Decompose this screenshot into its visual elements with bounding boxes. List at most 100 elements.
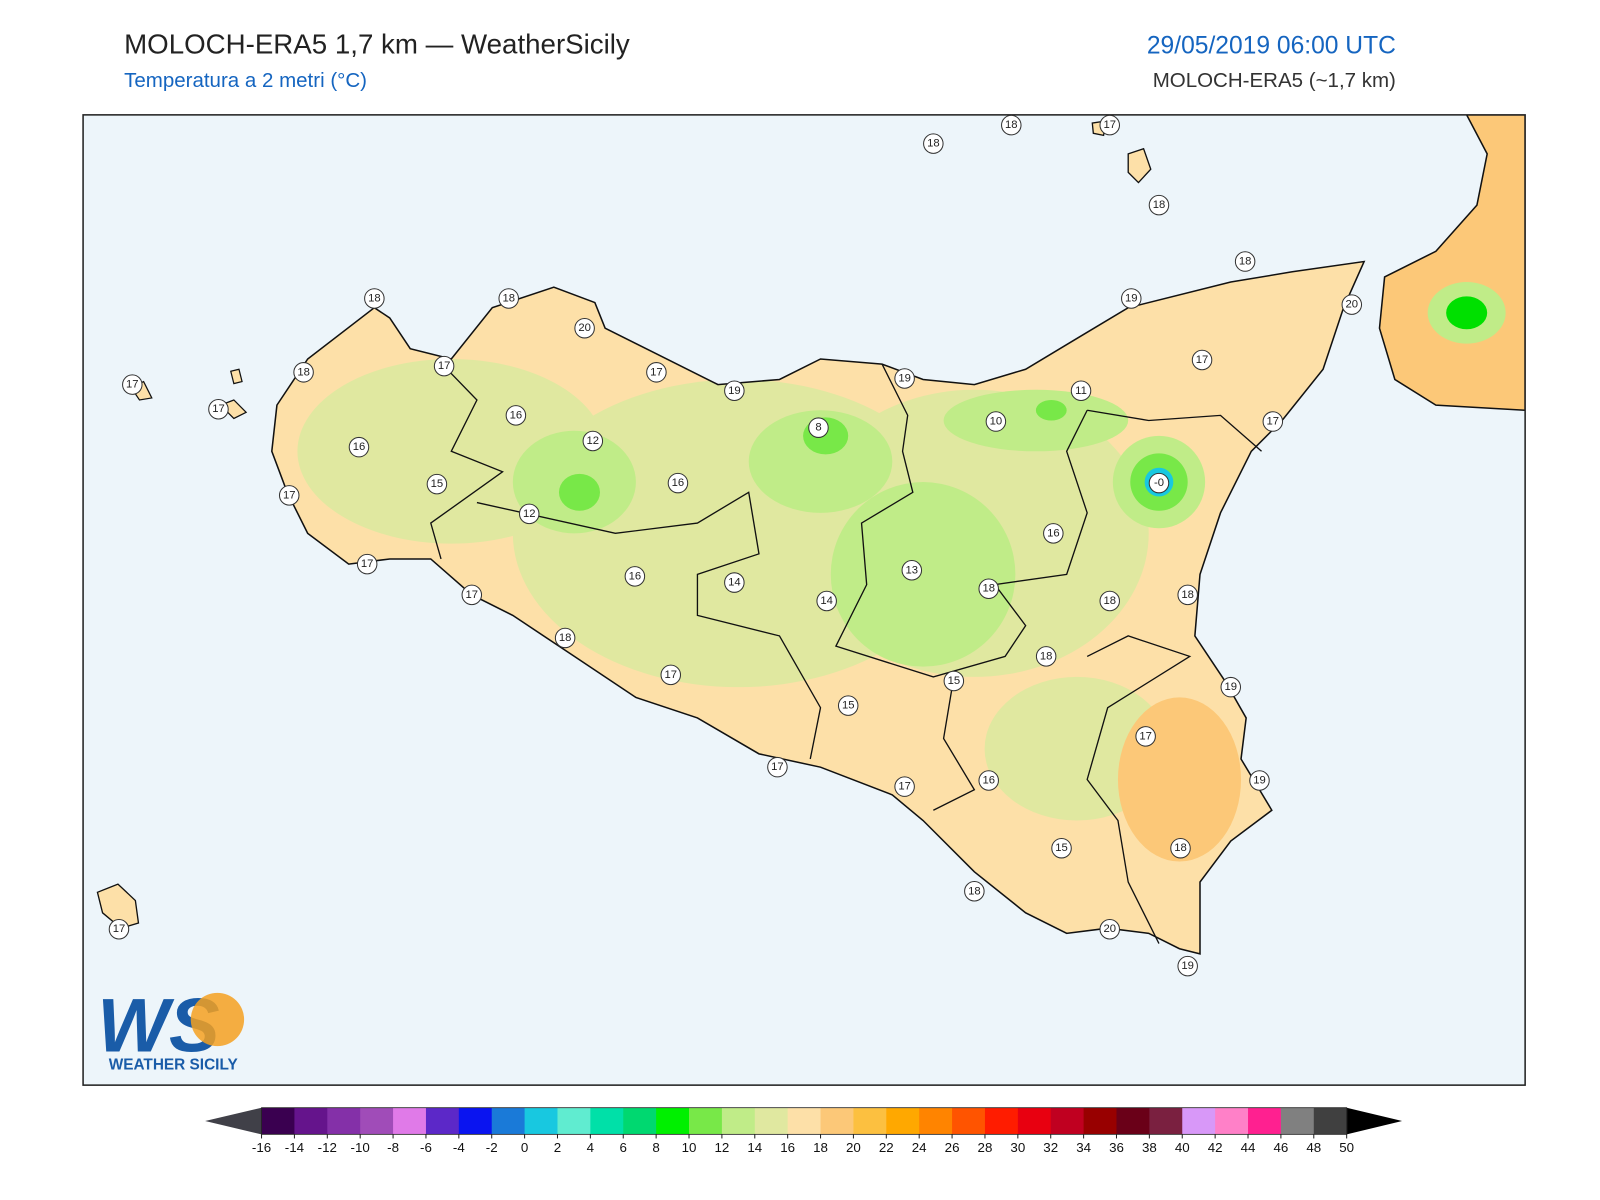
station-marker	[554, 627, 576, 649]
coastline	[271, 260, 1366, 955]
colorbar-swatch	[656, 1107, 690, 1135]
station-value: 17	[113, 923, 126, 935]
subtitle: Temperatura a 2 metri (°C)	[124, 69, 367, 92]
station-value: 14	[728, 577, 741, 589]
colorbar-swatch	[1083, 1107, 1118, 1135]
station-value: 17	[665, 669, 678, 681]
station-marker	[505, 405, 527, 426]
colorbar-tick-label: -16	[252, 1140, 271, 1155]
colorbar-tick-label: 44	[1241, 1140, 1256, 1155]
station-marker	[1262, 411, 1284, 432]
colorbar-tick-label: 46	[1273, 1140, 1288, 1155]
station-value: 18	[927, 138, 940, 150]
station-value: 19	[1125, 292, 1138, 304]
colorbar-tick-label: 24	[912, 1140, 927, 1155]
station-value: 19	[1253, 775, 1266, 787]
station-marker	[1220, 676, 1242, 698]
station-marker	[518, 503, 540, 525]
station-marker	[894, 368, 915, 389]
station-value: 15	[948, 675, 961, 687]
station-marker	[1170, 837, 1191, 859]
station-value: 18	[502, 292, 515, 304]
station-value: 20	[578, 322, 591, 334]
colorbar-tick-label: 0	[521, 1140, 528, 1155]
station-value: 18	[1239, 256, 1252, 268]
station-marker	[646, 362, 667, 383]
model-info: MOLOCH-ERA5 (~1,7 km)	[1153, 69, 1396, 92]
station-value: 20	[1346, 299, 1359, 311]
station-value: 17	[1196, 354, 1209, 366]
station-value: 19	[1181, 960, 1194, 972]
colorbar-swatch	[623, 1107, 657, 1135]
colorbar-swatch	[327, 1107, 361, 1135]
station-marker	[574, 317, 595, 339]
station-marker	[1035, 646, 1057, 667]
station-marker	[1177, 955, 1198, 977]
colorbar-swatch	[1280, 1107, 1315, 1135]
colorbar-tick-label: 28	[978, 1140, 993, 1155]
logo-sun	[190, 992, 245, 1047]
colorbar-tick-label: 30	[1010, 1140, 1025, 1155]
station-marker	[1341, 294, 1363, 315]
station-marker	[624, 566, 646, 587]
station-value: 16	[629, 570, 642, 582]
station-marker	[894, 776, 915, 797]
colorbar-swatch	[458, 1107, 493, 1135]
station-value: 17	[898, 781, 911, 793]
station-marker	[122, 374, 143, 395]
colorbar-swatch	[1017, 1107, 1052, 1135]
station-marker	[1001, 114, 1022, 136]
colorbar-tick-label: 16	[780, 1140, 795, 1155]
station-marker	[426, 473, 448, 495]
station-marker	[901, 559, 923, 581]
colorbar-swatch	[689, 1107, 723, 1135]
colorbar-swatch	[1248, 1107, 1282, 1135]
colorbar-tick-label: 36	[1109, 1140, 1124, 1155]
station-marker	[985, 411, 1007, 432]
station-value: 8	[815, 422, 821, 434]
colorbar-tick-label: 42	[1208, 1140, 1223, 1155]
colorbar-swatch	[393, 1107, 427, 1135]
station-marker	[356, 553, 378, 575]
colorbar-tick-label: 32	[1043, 1140, 1058, 1155]
colorbar-tick-label: 18	[813, 1140, 828, 1155]
province-border	[1087, 409, 1262, 452]
station-value: 17	[212, 403, 225, 415]
colorbar-swatch	[787, 1107, 822, 1135]
station-value: 18	[1153, 199, 1166, 211]
island	[1127, 147, 1152, 184]
station-marker	[1121, 288, 1142, 309]
logo: WS WEATHER SICILY	[97, 983, 245, 1074]
station-value: 17	[1267, 416, 1280, 428]
station-marker	[1234, 251, 1256, 272]
station-marker	[808, 417, 829, 438]
colorbar-swatch	[1116, 1107, 1150, 1135]
station-marker	[1099, 590, 1120, 612]
station-marker	[724, 380, 745, 402]
station-marker	[108, 918, 130, 940]
station-value: -0	[1154, 477, 1164, 489]
station-marker	[498, 288, 519, 309]
station-marker	[1135, 726, 1156, 747]
colorbar-swatch	[491, 1107, 526, 1135]
station-value: 18	[368, 292, 381, 304]
logo-text: WEATHER SICILY	[109, 1057, 238, 1074]
station-value: 18	[1174, 842, 1187, 854]
province-border	[1086, 635, 1192, 944]
station-marker	[433, 355, 455, 377]
colorbar-tick-label: 34	[1076, 1140, 1091, 1155]
station-marker	[816, 590, 837, 612]
station-marker	[208, 398, 229, 420]
colorbar-swatch	[984, 1107, 1019, 1135]
station-value: 14	[820, 595, 833, 607]
station-marker	[837, 695, 859, 716]
colorbar-tick-label: -12	[318, 1140, 337, 1155]
station-value: 16	[353, 441, 366, 453]
station-value: 19	[898, 372, 911, 384]
colorbar-swatch	[721, 1107, 756, 1135]
colorbar-tick-label: 6	[620, 1140, 627, 1155]
colorbar-tick-label: 50	[1339, 1140, 1354, 1155]
station-marker	[667, 472, 689, 494]
station-value: 17	[438, 360, 451, 372]
title: MOLOCH-ERA5 1,7 km — WeatherSicily	[124, 28, 630, 59]
